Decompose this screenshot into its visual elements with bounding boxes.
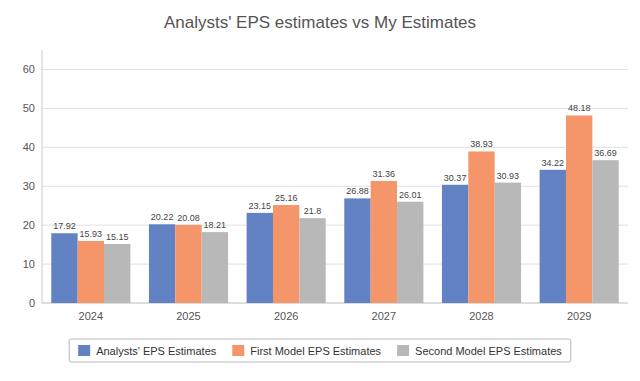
y-tick-label: 60 xyxy=(23,63,35,75)
data-label: 15.15 xyxy=(106,232,129,242)
bar xyxy=(344,198,370,303)
data-label: 30.93 xyxy=(497,171,520,181)
data-label: 30.37 xyxy=(444,173,467,183)
bar xyxy=(104,244,130,303)
data-label: 18.21 xyxy=(204,220,227,230)
x-tick-label: 2027 xyxy=(372,310,396,322)
bar xyxy=(273,205,299,303)
bars xyxy=(51,115,618,303)
data-label: 26.88 xyxy=(346,186,369,196)
grid-line xyxy=(42,69,628,70)
chart-container: Analysts' EPS estimates vs My Estimates 0… xyxy=(0,0,640,381)
bar xyxy=(247,213,273,303)
grid-line xyxy=(42,108,628,109)
bar xyxy=(371,181,397,303)
grid-line xyxy=(42,147,628,148)
data-label: 17.92 xyxy=(53,221,76,231)
data-label: 31.36 xyxy=(373,169,396,179)
data-label: 20.22 xyxy=(151,212,174,222)
bar xyxy=(175,225,201,303)
y-tick-label: 0 xyxy=(29,297,35,309)
legend: Analysts' EPS Estimates First Model EPS E… xyxy=(69,339,571,362)
bar xyxy=(149,224,175,303)
data-label: 15.93 xyxy=(80,229,103,239)
y-tick-label: 20 xyxy=(23,219,35,231)
legend-box xyxy=(69,339,571,362)
data-label: 26.01 xyxy=(399,190,422,200)
y-tick-label: 10 xyxy=(23,258,35,270)
legend-entry: Analysts' EPS Estimates xyxy=(96,345,217,357)
data-label: 38.93 xyxy=(470,139,493,149)
bar xyxy=(397,202,423,303)
bar xyxy=(442,185,468,303)
y-tick-label: 50 xyxy=(23,102,35,114)
data-label: 20.08 xyxy=(177,213,200,223)
x-tick-label: 2026 xyxy=(274,310,298,322)
data-labels: 17.92 15.9315.15 20.2220.08 18.21 23.1525.16… xyxy=(53,103,617,242)
data-label: 25.16 xyxy=(275,193,298,203)
bar xyxy=(78,241,104,303)
y-tick-label: 40 xyxy=(23,141,35,153)
y-axis-line xyxy=(42,50,43,303)
bar xyxy=(51,233,77,303)
bar xyxy=(495,183,521,303)
chart-title: Analysts' EPS estimates vs My Estimates xyxy=(164,13,476,32)
data-label: 48.18 xyxy=(568,103,591,113)
legend-swatch xyxy=(232,345,244,356)
x-tick-label: 2028 xyxy=(469,310,493,322)
bar xyxy=(299,218,325,303)
data-label: 34.22 xyxy=(542,158,565,168)
legend-entry: Second Model EPS Estimates xyxy=(415,345,562,357)
bar xyxy=(202,232,228,303)
legend-entry: First Model EPS Estimates xyxy=(250,345,381,357)
grid xyxy=(42,69,628,303)
x-tick-label: 2025 xyxy=(176,310,200,322)
bar xyxy=(468,151,494,303)
x-tick-label: 2024 xyxy=(79,310,103,322)
legend-swatch xyxy=(397,345,409,356)
data-label: 36.69 xyxy=(594,148,617,158)
chart-svg: Analysts' EPS estimates vs My Estimates 0… xyxy=(0,0,640,381)
data-label: 21.8 xyxy=(304,206,322,216)
y-tick-label: 30 xyxy=(23,180,35,192)
legend-swatch xyxy=(78,345,90,356)
data-label: 23.15 xyxy=(249,201,272,211)
bar xyxy=(540,170,566,303)
bar xyxy=(566,115,592,303)
x-tick-label: 2029 xyxy=(567,310,591,322)
bar xyxy=(592,160,618,303)
